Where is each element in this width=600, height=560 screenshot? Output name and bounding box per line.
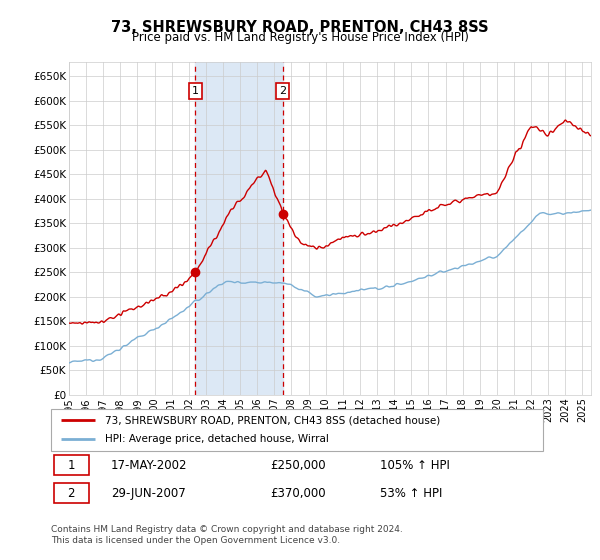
Text: Price paid vs. HM Land Registry's House Price Index (HPI): Price paid vs. HM Land Registry's House …: [131, 31, 469, 44]
Text: 2: 2: [68, 487, 75, 500]
FancyBboxPatch shape: [53, 483, 89, 503]
Text: 17-MAY-2002: 17-MAY-2002: [111, 459, 188, 472]
Text: 1: 1: [68, 459, 75, 472]
Text: 53% ↑ HPI: 53% ↑ HPI: [380, 487, 442, 500]
Text: 73, SHREWSBURY ROAD, PRENTON, CH43 8SS: 73, SHREWSBURY ROAD, PRENTON, CH43 8SS: [111, 20, 489, 35]
FancyBboxPatch shape: [51, 409, 543, 451]
Text: £250,000: £250,000: [270, 459, 326, 472]
Text: Contains HM Land Registry data © Crown copyright and database right 2024.
This d: Contains HM Land Registry data © Crown c…: [51, 525, 403, 545]
Text: 1: 1: [192, 86, 199, 96]
Text: 2: 2: [279, 86, 286, 96]
Text: £370,000: £370,000: [270, 487, 326, 500]
Text: 105% ↑ HPI: 105% ↑ HPI: [380, 459, 450, 472]
Text: 29-JUN-2007: 29-JUN-2007: [111, 487, 186, 500]
FancyBboxPatch shape: [53, 455, 89, 475]
Bar: [196, 62, 283, 395]
Text: 73, SHREWSBURY ROAD, PRENTON, CH43 8SS (detached house): 73, SHREWSBURY ROAD, PRENTON, CH43 8SS (…: [105, 415, 440, 425]
Text: HPI: Average price, detached house, Wirral: HPI: Average price, detached house, Wirr…: [105, 435, 329, 445]
